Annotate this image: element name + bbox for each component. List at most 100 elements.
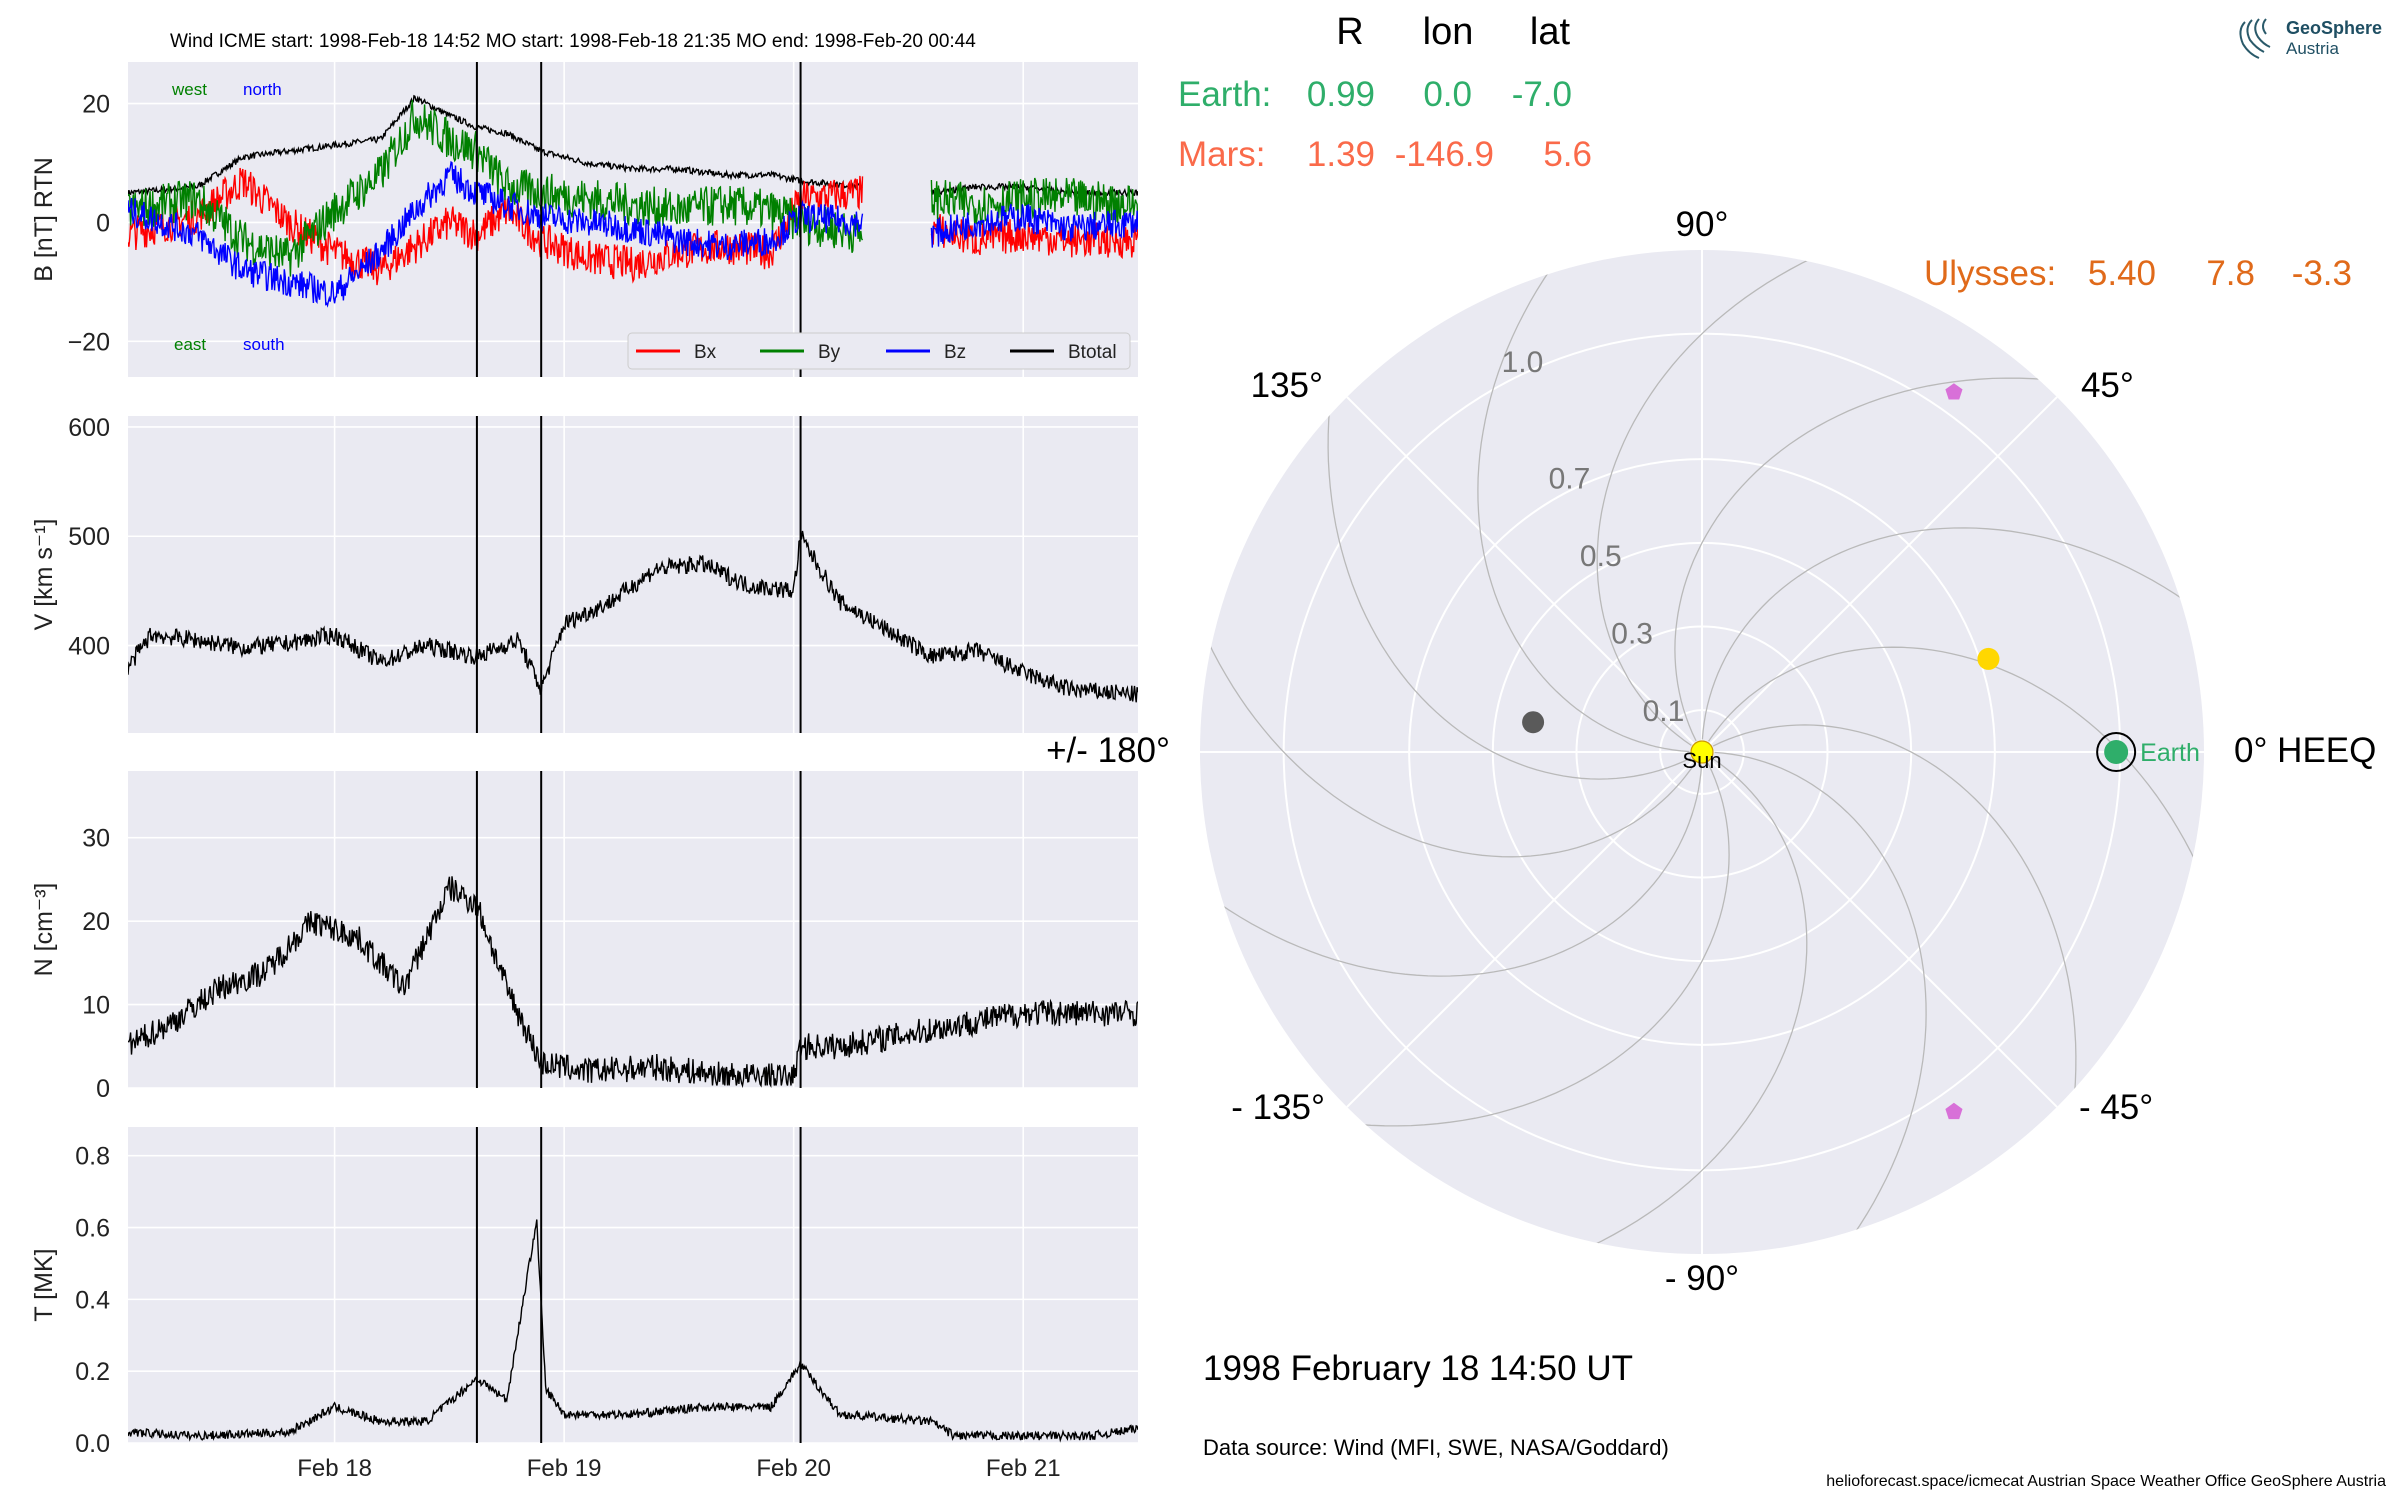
radial-tick-label: 0.1 xyxy=(1643,695,1685,728)
angle-label: - 90° xyxy=(1665,1259,1739,1298)
polar-grid-spoke xyxy=(1346,751,1703,1108)
row-label: Mars: xyxy=(1178,135,1266,174)
sun-label: Sun xyxy=(1682,748,1721,773)
row-value: 1.39 xyxy=(1307,135,1375,174)
logo-text-line1: GeoSphere xyxy=(2286,18,2382,38)
y-tick-label: 0.6 xyxy=(75,1215,110,1243)
y-tick-label: 600 xyxy=(68,414,110,442)
data-source-text: Data source: Wind (MFI, SWE, NASA/Goddar… xyxy=(1203,1435,1669,1460)
y-tick-label: 500 xyxy=(68,523,110,551)
south-label: south xyxy=(243,335,285,354)
parker-spiral-line xyxy=(1200,613,1696,858)
legend-label-by: By xyxy=(818,342,841,363)
series-line-t xyxy=(128,1219,1138,1443)
row-value: 7.8 xyxy=(2206,254,2255,293)
y-axis-label: B [nT] RTN xyxy=(30,157,58,282)
panel-background xyxy=(128,1127,1138,1443)
row-value: 0.99 xyxy=(1307,75,1375,114)
x-tick-label: Feb 21 xyxy=(986,1455,1061,1482)
radial-tick-label: 0.3 xyxy=(1611,618,1653,651)
row-value: -7.0 xyxy=(1512,75,1572,114)
north-label: north xyxy=(243,80,282,99)
x-tick-label: Feb 20 xyxy=(756,1455,831,1482)
east-label: east xyxy=(174,335,206,354)
y-tick-label: 0 xyxy=(96,209,110,237)
time-series-panels: 20 0 −20 B [nT] RTN west north east south Bx By Bz… xyxy=(30,62,1138,1482)
y-axis-label: V [km s⁻¹] xyxy=(30,519,58,631)
angle-label: - 45° xyxy=(2079,1088,2153,1127)
angle-label: +/- 180° xyxy=(1046,731,1170,770)
plot-title: Wind ICME start: 1998-Feb-18 14:52 MO st… xyxy=(170,31,976,52)
series-line-n xyxy=(128,876,1138,1088)
panel-background xyxy=(128,771,1138,1088)
legend-box xyxy=(627,332,1131,370)
row-label: Earth: xyxy=(1178,75,1271,114)
series-line-bx xyxy=(128,167,864,286)
date-text: 1998 February 18 14:50 UT xyxy=(1203,1349,1633,1388)
probe-b-marker xyxy=(1945,1102,1963,1120)
series-line-v xyxy=(128,530,1138,703)
polar-grid-spoke xyxy=(1346,396,1703,753)
earth-marker xyxy=(2104,740,2129,764)
table-header: lat xyxy=(1530,11,1571,53)
earth-ring xyxy=(2096,732,2137,772)
table-row-earth: Earth: 0.99 0.0 -7.0 xyxy=(1178,75,1572,114)
row-value: -146.9 xyxy=(1395,135,1494,174)
y-tick-label: 400 xyxy=(68,633,110,661)
legend-label-btotal: Btotal xyxy=(1068,342,1117,363)
venus-marker xyxy=(1977,647,2000,670)
parker-spiral-line xyxy=(1563,758,1808,1254)
probe-a-marker xyxy=(1945,383,1963,400)
radial-tick-label: 1.0 xyxy=(1502,346,1544,379)
angle-label: 0° HEEQ xyxy=(2234,731,2376,770)
table-row-ulysses: Ulysses: 5.40 7.8 -3.3 xyxy=(1924,254,2352,293)
panel-4: 0.8 0.6 0.4 0.2 0.0 T [MK] Feb 18 Feb 19 Feb 20 F… xyxy=(30,1127,1138,1482)
parker-spiral-line xyxy=(1701,527,2204,740)
logo-swirl-icon xyxy=(2239,18,2271,59)
row-value: 5.40 xyxy=(2088,254,2156,293)
polar-position-plot: 0.1 0.3 0.5 0.7 1.0 90° 45° 0° HEEQ - 45° - 90° - … xyxy=(1046,205,2376,1298)
y-tick-label: −20 xyxy=(68,328,110,356)
table-row-mars: Mars: 1.39 -146.9 5.6 xyxy=(1178,135,1592,174)
series-line-by xyxy=(128,100,864,277)
row-value: -3.3 xyxy=(2292,254,2352,293)
angle-label: 90° xyxy=(1676,205,1729,244)
mercury-marker xyxy=(1522,711,1545,734)
panel-2: 600 500 400 V [km s⁻¹] xyxy=(30,414,1138,733)
y-axis-label: T [MK] xyxy=(30,1248,58,1321)
table-header: lon xyxy=(1423,11,1474,53)
parker-spiral-line xyxy=(1712,724,2077,1125)
earth-label: Earth xyxy=(2140,739,2200,767)
radial-tick-label: 0.7 xyxy=(1549,462,1591,495)
series-line-by-2 xyxy=(930,177,1138,226)
legend-label-bz: Bz xyxy=(944,342,966,363)
logo-text-line2: Austria xyxy=(2286,39,2339,58)
panel-background xyxy=(128,416,1138,733)
angle-label: 45° xyxy=(2081,366,2134,405)
y-tick-label: 0.8 xyxy=(75,1143,110,1171)
y-tick-label: 0.0 xyxy=(75,1430,110,1458)
polar-grid-spoke xyxy=(1701,396,2058,753)
y-tick-label: 0.2 xyxy=(75,1358,110,1386)
legend: Bx By Bz Btotal xyxy=(627,332,1131,370)
table-header: R xyxy=(1336,11,1363,53)
angle-label: 135° xyxy=(1251,366,1323,405)
series-line-btotal xyxy=(128,94,863,197)
parker-spiral-line xyxy=(1477,250,1690,753)
parker-spiral-line xyxy=(1708,646,2204,891)
x-tick-label: Feb 18 xyxy=(297,1455,372,1482)
legend-label-bx: Bx xyxy=(694,342,717,363)
angle-label: - 135° xyxy=(1231,1088,1325,1127)
parker-spiral-line xyxy=(1200,764,1703,977)
y-tick-label: 10 xyxy=(82,992,110,1020)
footer-credits: helioforecast.space/icmecat Austrian Spa… xyxy=(1826,1473,2386,1490)
sun-marker xyxy=(1690,740,1714,764)
parker-spiral-line xyxy=(1714,751,1927,1254)
row-value: 0.0 xyxy=(1423,75,1472,114)
parker-spiral-line xyxy=(1596,250,1841,746)
radial-tick-label: 0.5 xyxy=(1580,540,1622,573)
y-tick-label: 0 xyxy=(96,1075,110,1103)
y-axis-label: N [cm⁻³] xyxy=(30,883,58,977)
